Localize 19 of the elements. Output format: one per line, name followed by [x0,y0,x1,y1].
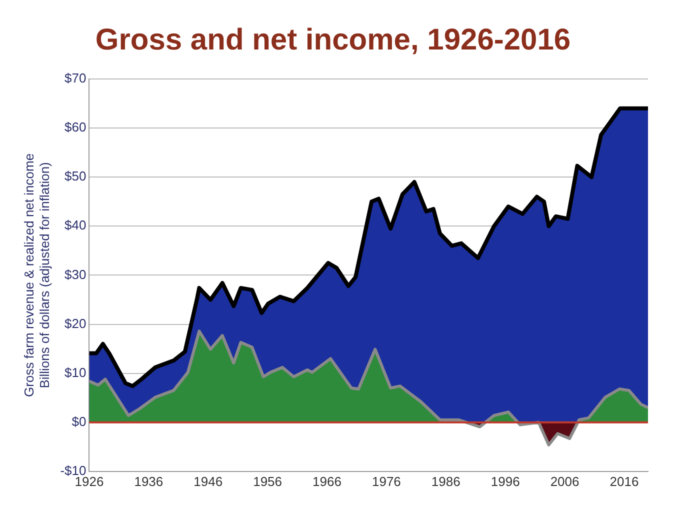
x-tick-label: 1946 [194,474,223,489]
x-tick-label: 1986 [431,474,460,489]
x-tick-label: 2006 [550,474,580,489]
y-tick-label: $50 [64,168,86,184]
x-tick-label: 1936 [134,474,164,489]
y-tick-label: $40 [64,218,86,233]
y-tick-label: $30 [64,266,86,282]
x-tick-label: 1976 [372,474,401,489]
y-tick-label: $70 [64,70,86,86]
x-tick-label: 1996 [490,474,520,489]
chart-title: Gross and net income, 1926-2016 [95,23,571,56]
x-tick-label: 1956 [253,474,282,489]
y-tick-label: $20 [64,316,86,331]
y-tick-label: $0 [72,414,86,429]
x-tick-label: 1966 [312,474,342,489]
y-tick-label: $10 [64,364,86,380]
y-axis-title: Gross farm revenue & realized net income Billions of dollars (adjusted for inflation) [21,153,52,397]
x-tick-label: 2016 [610,474,639,489]
y-tick-label: $60 [64,120,86,135]
